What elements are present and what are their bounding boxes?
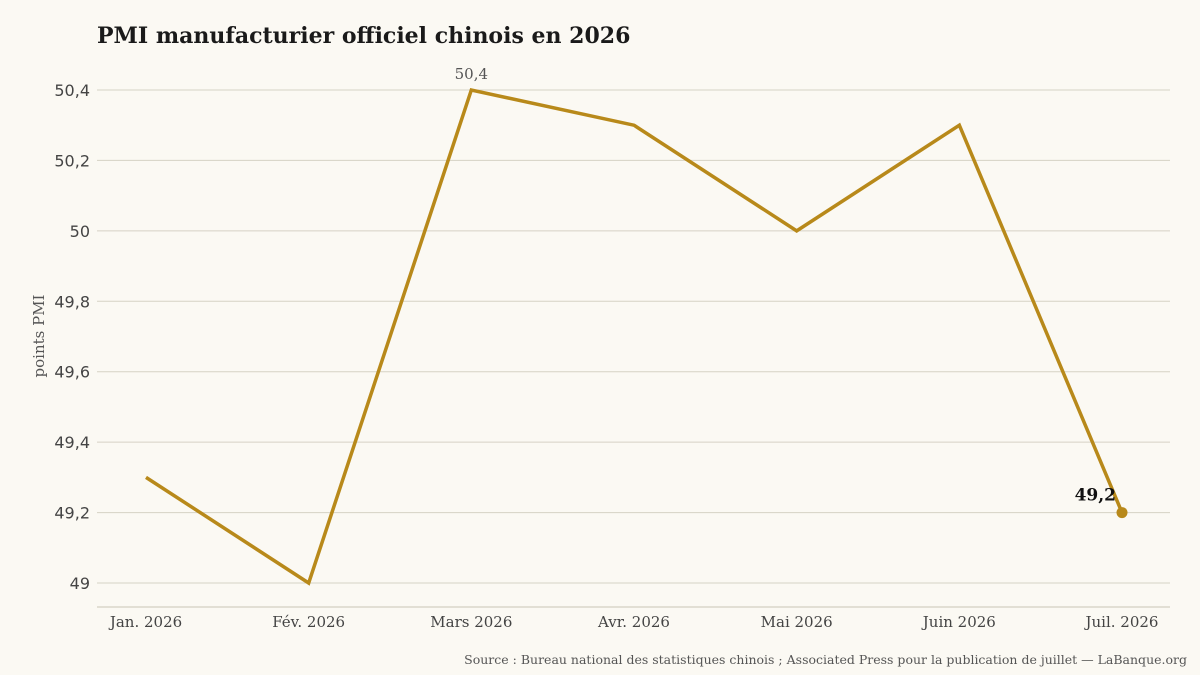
last-point-marker <box>1116 507 1128 519</box>
x-tick-label: Jan. 2026 <box>108 613 182 631</box>
x-tick-label: Avr. 2026 <box>597 613 670 631</box>
y-tick-label: 50 <box>70 222 90 241</box>
data-label: 50,4 <box>455 65 488 83</box>
y-tick-label: 49,6 <box>54 363 90 382</box>
x-tick-label: Mars 2026 <box>430 613 512 631</box>
y-tick-label: 49,2 <box>54 504 90 523</box>
series-line <box>145 87 1124 586</box>
y-tick-label: 49,4 <box>54 433 90 452</box>
y-tick-label: 49,8 <box>54 292 90 311</box>
series <box>145 87 1128 586</box>
y-tick-label: 50,2 <box>54 151 90 170</box>
y-tick-label: 50,4 <box>54 81 90 100</box>
x-axis-ticks: Jan. 2026 Fév. 2026 Mars 2026 Avr. 2026 Mai … <box>108 613 1159 631</box>
x-tick-label: Fév. 2026 <box>272 613 345 631</box>
x-tick-label: Mai 2026 <box>761 613 833 631</box>
y-tick-label: 49 <box>70 574 90 593</box>
annotations: 50,4 49,2 <box>455 65 1116 506</box>
source-note: Source : Bureau national des statistique… <box>464 652 1187 667</box>
y-axis-ticks: 49 49,2 49,4 49,6 49,8 50 50,2 50,4 <box>54 81 90 593</box>
x-tick-label: Juin 2026 <box>921 613 996 631</box>
chart-title: PMI manufacturier officiel chinois en 20… <box>97 23 630 49</box>
x-tick-label: Juil. 2026 <box>1084 613 1159 631</box>
y-axis-label: points PMI <box>30 294 48 377</box>
gridlines <box>97 89 1170 608</box>
data-label: 49,2 <box>1075 486 1116 506</box>
